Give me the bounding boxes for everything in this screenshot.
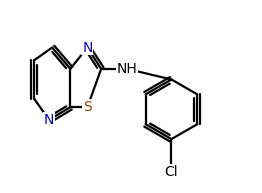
Text: S: S (83, 100, 92, 114)
Text: NH: NH (116, 62, 137, 76)
Text: N: N (82, 41, 92, 55)
Text: N: N (44, 113, 54, 127)
Text: Cl: Cl (165, 165, 178, 179)
